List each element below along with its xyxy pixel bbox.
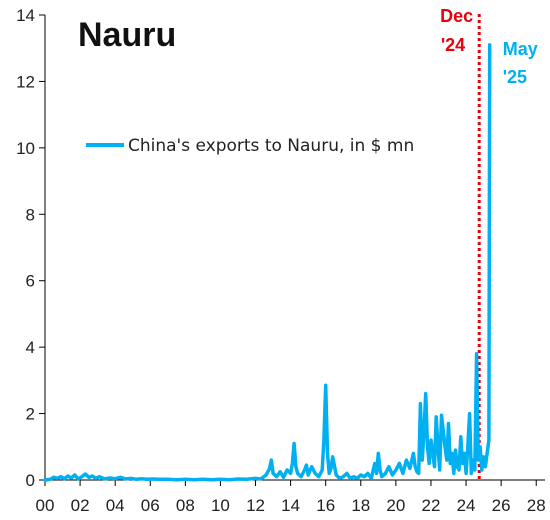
y-axis: 0 2 4 6 8 10 12 14 [16, 6, 46, 490]
x-tick-label: 26 [492, 496, 511, 515]
x-tick-label: 18 [351, 496, 370, 515]
x-tick-label: 14 [281, 496, 300, 515]
chart-title: Nauru [78, 16, 176, 54]
y-tick-label: 12 [16, 72, 35, 91]
x-tick-label: 22 [422, 496, 441, 515]
x-tick-label: 10 [211, 496, 230, 515]
legend-label: China's exports to Nauru, in $ mn [128, 136, 414, 156]
x-tick-label: 02 [71, 496, 90, 515]
x-tick-label: 16 [316, 496, 335, 515]
x-tick-label: 12 [246, 496, 265, 515]
may-year-label: '25 [503, 67, 527, 87]
may-label: May [503, 39, 538, 59]
x-tick-label: 24 [457, 496, 476, 515]
y-tick-label: 8 [26, 205, 35, 224]
dec-year-label: '24 [441, 35, 465, 55]
x-axis: 00 02 04 06 08 10 12 14 16 18 20 22 24 26 28 [36, 479, 546, 515]
y-tick-label: 6 [26, 272, 35, 291]
dec-label: Dec [440, 6, 473, 26]
x-tick-label: 06 [141, 496, 160, 515]
series [43, 43, 492, 482]
x-tick-label: 08 [176, 496, 195, 515]
x-tick-label: 28 [527, 496, 546, 515]
y-tick-label: 4 [26, 338, 35, 357]
x-tick-label: 04 [106, 496, 125, 515]
y-tick-label: 2 [26, 405, 35, 424]
annotations: Dec '24 May '25 [440, 6, 538, 480]
y-tick-label: 0 [26, 471, 35, 490]
legend: China's exports to Nauru, in $ mn [86, 136, 414, 156]
x-tick-label: 00 [36, 496, 55, 515]
y-tick-label: 14 [16, 6, 35, 25]
y-tick-label: 10 [16, 139, 35, 158]
series-line-0 [43, 43, 492, 482]
x-tick-label: 20 [386, 496, 405, 515]
